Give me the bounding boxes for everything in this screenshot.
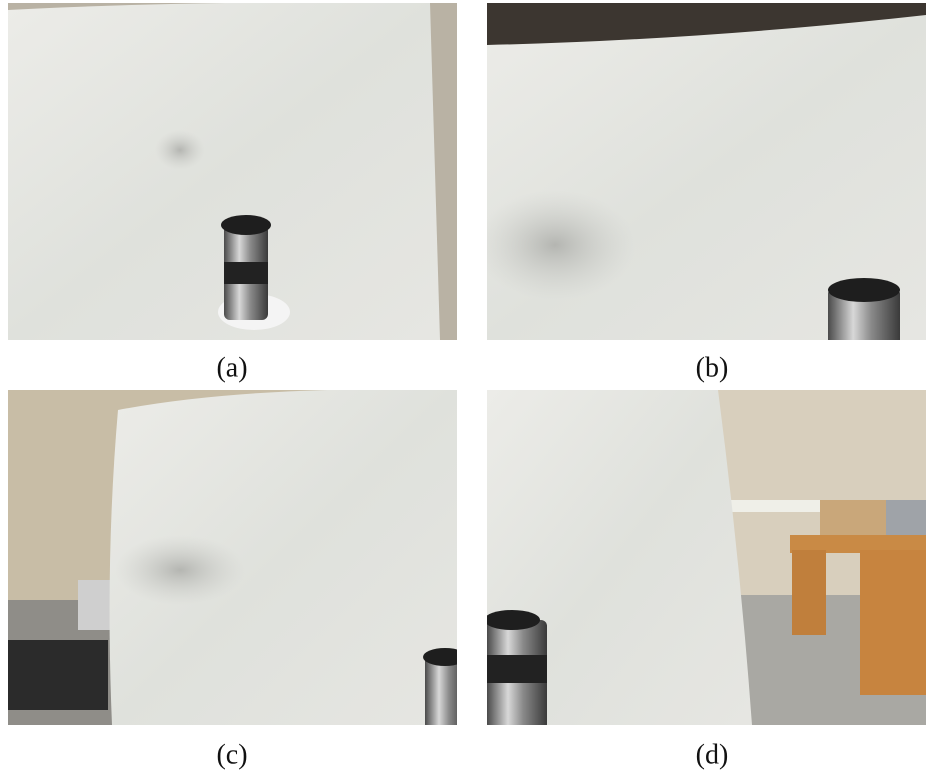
photo-d (484, 390, 926, 730)
figure: (a) (b) (c) (d) (0, 0, 927, 776)
caption: (d) (696, 739, 729, 770)
mug-lid (484, 610, 540, 630)
mug (425, 655, 465, 730)
caption: (c) (216, 739, 247, 770)
mug-lid (423, 648, 467, 666)
caption: (b) (696, 352, 729, 383)
mug-lid (828, 278, 900, 302)
photo-c (8, 389, 467, 730)
photo-b (475, 3, 926, 348)
photo-a (8, 2, 457, 340)
smudge (475, 190, 635, 300)
equipment (78, 580, 113, 630)
smudge (115, 535, 245, 605)
mug-lid (221, 215, 271, 235)
board (820, 500, 890, 540)
desk-drawers (860, 550, 926, 695)
caption: (a) (216, 352, 247, 383)
mug-band (224, 262, 268, 284)
bench (8, 640, 108, 710)
mug-band (487, 655, 547, 683)
smudge (155, 130, 205, 170)
desk-leg (792, 550, 826, 635)
